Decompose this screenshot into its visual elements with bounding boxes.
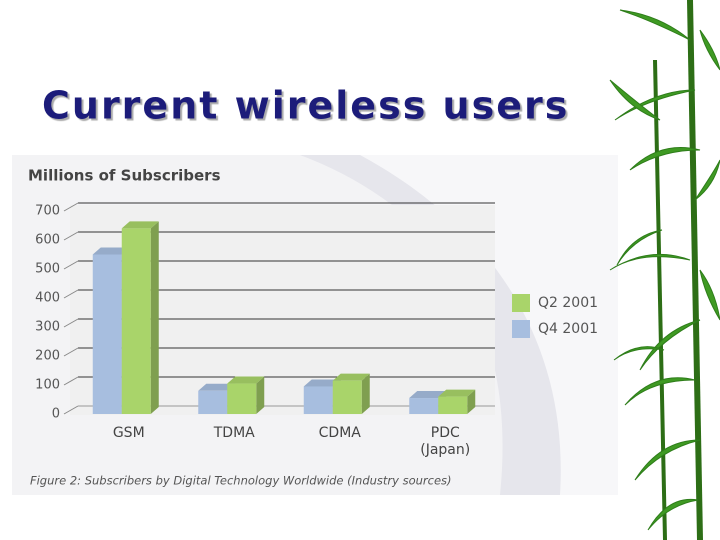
bar-top xyxy=(198,383,236,391)
tick-mark xyxy=(63,405,79,415)
bar-top xyxy=(303,379,341,387)
y-tick-label: 600 xyxy=(35,233,60,248)
y-tick-label: 0 xyxy=(52,407,60,422)
bar xyxy=(227,383,257,414)
bar xyxy=(198,390,228,414)
bar-side xyxy=(256,376,265,414)
bar-top xyxy=(438,389,476,397)
legend-label: Q2 2001 xyxy=(538,295,598,311)
bar-side xyxy=(467,389,476,414)
y-tick-label: 500 xyxy=(35,262,60,277)
tick-mark xyxy=(63,347,79,357)
legend-swatch xyxy=(512,294,530,312)
bar xyxy=(92,254,122,414)
x-tick-label: PDC (Japan) xyxy=(420,425,471,458)
legend-swatch xyxy=(512,320,530,338)
y-tick-label: 100 xyxy=(35,378,60,393)
y-tick-label: 300 xyxy=(35,320,60,335)
y-tick-label: 400 xyxy=(35,291,60,306)
bar xyxy=(438,396,468,414)
y-tick-label: 700 xyxy=(35,204,60,219)
x-tick-label: GSM xyxy=(112,425,145,441)
bar-side xyxy=(361,373,370,414)
bar xyxy=(409,398,439,414)
slide-title: Current wireless users xyxy=(42,84,569,128)
tick-mark xyxy=(63,260,79,270)
swoosh xyxy=(360,155,618,495)
tick-mark xyxy=(63,289,79,299)
bar xyxy=(121,228,151,414)
bar-top xyxy=(409,391,447,399)
bar-top xyxy=(121,221,159,229)
bar xyxy=(303,386,333,414)
tick-mark xyxy=(63,231,79,241)
bar-top xyxy=(92,247,130,255)
bar-top xyxy=(332,373,370,381)
tick-mark xyxy=(63,318,79,328)
bamboo xyxy=(609,0,720,540)
caption: Figure 2: Subscribers by Digital Technol… xyxy=(30,474,452,488)
bar xyxy=(332,380,362,414)
y-tick-label: 200 xyxy=(35,349,60,364)
chart-title: Millions of Subscribers xyxy=(28,167,221,185)
x-tick-label: TDMA xyxy=(213,425,255,441)
legend-label: Q4 2001 xyxy=(538,321,598,337)
bar-side xyxy=(150,221,159,414)
x-tick-label: CDMA xyxy=(318,425,361,441)
tick-mark xyxy=(63,202,79,212)
tick-mark xyxy=(63,376,79,386)
bar-top xyxy=(227,376,265,384)
